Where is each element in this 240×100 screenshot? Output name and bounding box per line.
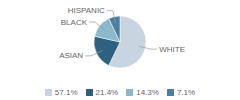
html-text:14.3%: 14.3%: [136, 87, 159, 97]
html-text:57.1%: 57.1%: [54, 87, 78, 97]
svg-text:WHITE: WHITE: [159, 45, 185, 54]
html-text:7.1%: 7.1%: [176, 87, 196, 97]
svg-text:BLACK: BLACK: [61, 18, 88, 27]
svg-text:ASIAN: ASIAN: [59, 51, 83, 60]
html-text:21.4%: 21.4%: [95, 87, 119, 97]
svg-text:HISPANIC: HISPANIC: [68, 6, 105, 15]
